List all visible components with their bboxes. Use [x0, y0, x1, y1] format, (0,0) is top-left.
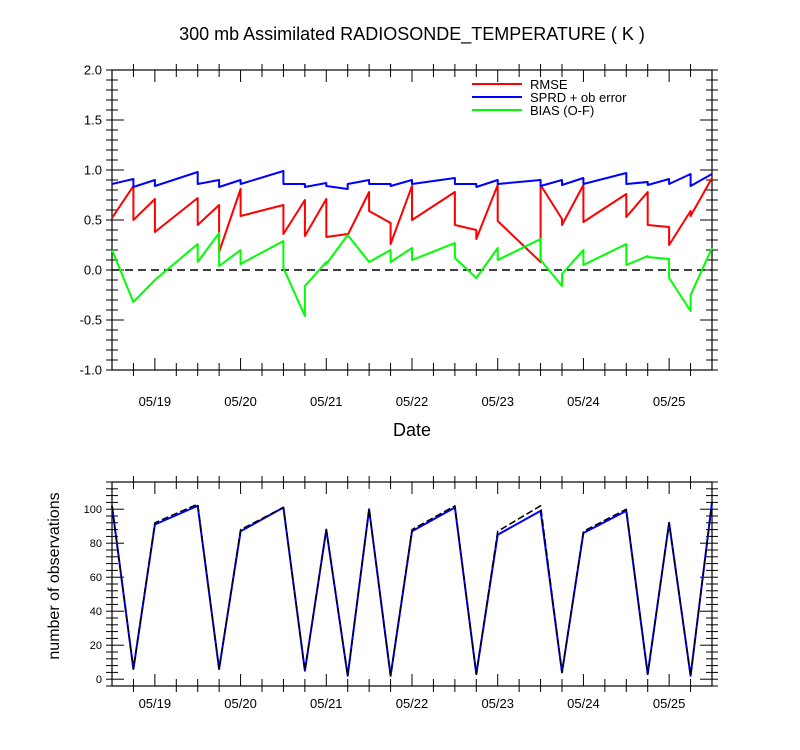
series-line-bias-o-f — [111, 232, 713, 317]
x-tick-label: 05/23 — [481, 696, 514, 711]
y-tick-label: 1.0 — [84, 163, 102, 178]
y-tick-label: -0.5 — [80, 313, 102, 328]
y-tick-label: 0.0 — [84, 263, 102, 278]
x-tick-label: 05/23 — [481, 394, 514, 409]
x-tick-label: 05/20 — [224, 394, 257, 409]
bottom-y-axis-label: number of observations — [46, 492, 63, 659]
x-tick-label: 05/24 — [567, 394, 600, 409]
y-tick-label: 0 — [96, 674, 102, 686]
y-tick-label: 60 — [90, 572, 102, 584]
y-tick-label: 20 — [90, 640, 102, 652]
y-tick-label: -1.0 — [80, 363, 102, 378]
y-tick-label: 80 — [90, 538, 102, 550]
x-tick-label: 05/22 — [396, 394, 429, 409]
x-tick-label: 05/19 — [139, 696, 172, 711]
series-line-rmse — [111, 177, 713, 263]
legend-label: BIAS (O-F) — [530, 103, 594, 118]
chart-title: 300 mb Assimilated RADIOSONDE_TEMPERATUR… — [179, 24, 645, 45]
bottom-plot: 05/19 05/20 05/21 05/22 05/23 05/24 05/25 0 20 40… — [84, 476, 718, 711]
x-tick-label: 05/19 — [139, 394, 172, 409]
x-tick-label: 05/21 — [310, 696, 343, 711]
x-tick-label: 05/25 — [653, 394, 686, 409]
series-line-observations-total — [111, 502, 713, 677]
x-tick-label: 05/22 — [396, 696, 429, 711]
legend-label: SPRD + ob error — [530, 90, 627, 105]
x-tick-label: 05/25 — [653, 696, 686, 711]
x-tick-label: 05/21 — [310, 394, 343, 409]
x-tick-label: 05/20 — [224, 696, 257, 711]
y-tick-label: 1.5 — [84, 113, 102, 128]
series-line-sprd-ob-error — [111, 170, 713, 190]
top-plot: 05/19 05/20 05/21 05/22 05/23 05/24 05/25 -1.0 -… — [80, 63, 718, 409]
legend-label: RMSE — [530, 77, 568, 92]
y-tick-label: 0.5 — [84, 213, 102, 228]
y-tick-label: 2.0 — [84, 63, 102, 78]
series-line-observations-assimilated — [111, 502, 713, 677]
x-axis-label: Date — [393, 420, 431, 440]
y-tick-label: 40 — [90, 606, 102, 618]
y-tick-label: 100 — [84, 504, 102, 516]
x-tick-label: 05/24 — [567, 696, 600, 711]
